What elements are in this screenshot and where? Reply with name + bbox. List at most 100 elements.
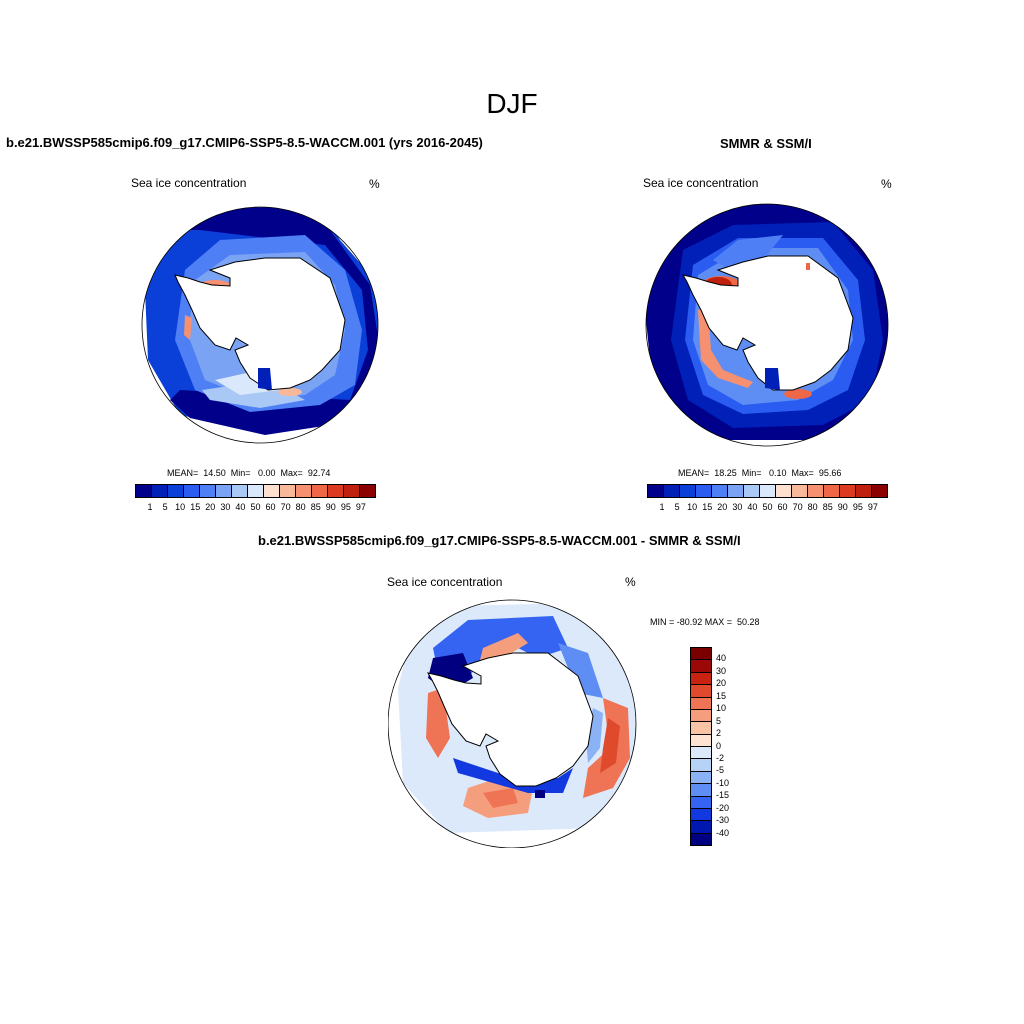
model-stats: MEAN= 14.50 Min= 0.00 Max= 92.74 bbox=[167, 468, 331, 478]
model-polar-map bbox=[141, 206, 379, 444]
colorbar-swatch bbox=[664, 485, 680, 497]
colorbar-tick-label: 10 bbox=[687, 502, 698, 512]
colorbar-swatch bbox=[264, 485, 280, 497]
colorbar-swatch bbox=[691, 808, 711, 822]
model-ross-blue bbox=[258, 368, 272, 390]
colorbar-tick-label: -5 bbox=[716, 765, 725, 776]
colorbar-swatch bbox=[216, 485, 232, 497]
colorbar-swatch bbox=[691, 672, 711, 686]
model-units-label: % bbox=[369, 177, 380, 191]
colorbar-tick-label: 30 bbox=[220, 502, 231, 512]
colorbar-swatch bbox=[691, 660, 711, 673]
obs-ice-weddell-blue bbox=[713, 235, 783, 272]
colorbar-tick-label: 90 bbox=[325, 502, 336, 512]
colorbar-swatch bbox=[136, 485, 152, 497]
figure-title: DJF bbox=[486, 88, 538, 119]
colorbar-tick-label: 5 bbox=[162, 502, 168, 512]
colorbar-tick-label: 1 bbox=[147, 502, 153, 512]
colorbar-swatch bbox=[728, 485, 744, 497]
diff-neg-dot bbox=[535, 790, 545, 798]
colorbar-swatch bbox=[328, 485, 344, 497]
colorbar-swatch bbox=[744, 485, 760, 497]
colorbar-tick-label: 50 bbox=[250, 502, 261, 512]
obs-stats: MEAN= 18.25 Min= 0.10 Max= 95.66 bbox=[678, 468, 842, 478]
obs-colorbar-ticks: 1 5 10 15 20 30 40 50 60 70 80 85 90 95 97 bbox=[647, 502, 888, 514]
obs-units-label: % bbox=[881, 177, 892, 191]
colorbar-tick-label: 85 bbox=[310, 502, 321, 512]
colorbar-swatch bbox=[691, 759, 711, 772]
colorbar-swatch bbox=[691, 709, 711, 723]
colorbar-tick-label: -10 bbox=[716, 777, 730, 788]
colorbar-swatch bbox=[691, 833, 711, 845]
model-antarctica bbox=[174, 257, 346, 391]
colorbar-swatch bbox=[691, 685, 711, 698]
colorbar-swatch bbox=[691, 747, 711, 760]
colorbar-tick-label: 10 bbox=[716, 703, 727, 714]
colorbar-swatch bbox=[776, 485, 792, 497]
colorbar-swatch bbox=[872, 485, 887, 497]
colorbar-tick-label: 40 bbox=[235, 502, 246, 512]
colorbar-swatch bbox=[680, 485, 696, 497]
colorbar-tick-label: -20 bbox=[716, 802, 730, 813]
colorbar-tick-label: 15 bbox=[702, 502, 713, 512]
colorbar-swatch bbox=[691, 821, 711, 834]
colorbar-tick-label: 5 bbox=[674, 502, 680, 512]
colorbar-tick-label: 40 bbox=[747, 502, 758, 512]
model-colorbar bbox=[135, 484, 376, 498]
colorbar-swatch bbox=[691, 796, 711, 809]
diff-panel-title: b.e21.BWSSP585cmip6.f09_g17.CMIP6-SSP5-8… bbox=[258, 533, 741, 548]
colorbar-swatch bbox=[691, 722, 711, 735]
obs-colorbar bbox=[647, 484, 888, 498]
colorbar-tick-label: -2 bbox=[716, 752, 725, 763]
colorbar-swatch bbox=[712, 485, 728, 497]
colorbar-tick-label: -40 bbox=[716, 827, 730, 838]
colorbar-swatch bbox=[696, 485, 712, 497]
diff-variable-label: Sea ice concentration bbox=[387, 575, 503, 589]
colorbar-swatch bbox=[152, 485, 168, 497]
diff-units-label: % bbox=[625, 575, 636, 589]
colorbar-tick-label: -30 bbox=[716, 815, 730, 826]
colorbar-tick-label: 10 bbox=[175, 502, 186, 512]
diff-neg-east bbox=[558, 643, 603, 698]
colorbar-tick-label: 70 bbox=[280, 502, 291, 512]
model-colorbar-ticks: 1 5 10 15 20 30 40 50 60 70 80 85 90 95 97 bbox=[135, 502, 376, 514]
colorbar-swatch bbox=[792, 485, 808, 497]
colorbar-tick-label: 70 bbox=[792, 502, 803, 512]
colorbar-tick-label: 20 bbox=[716, 678, 727, 689]
colorbar-swatch bbox=[232, 485, 248, 497]
diff-stats: MIN = -80.92 MAX = 50.28 bbox=[650, 617, 760, 627]
colorbar-tick-label: 1 bbox=[659, 502, 665, 512]
colorbar-tick-label: 80 bbox=[295, 502, 306, 512]
diff-neg-ross bbox=[453, 758, 573, 793]
colorbar-swatch bbox=[760, 485, 776, 497]
obs-red-dot bbox=[806, 263, 810, 270]
colorbar-tick-label: 85 bbox=[822, 502, 833, 512]
model-panel-title: b.e21.BWSSP585cmip6.f09_g17.CMIP6-SSP5-8… bbox=[6, 135, 483, 150]
obs-high-ice-amundsen bbox=[784, 389, 812, 399]
colorbar-swatch bbox=[691, 697, 711, 710]
colorbar-swatch bbox=[344, 485, 360, 497]
colorbar-swatch bbox=[824, 485, 840, 497]
colorbar-swatch bbox=[280, 485, 296, 497]
diff-pos-east bbox=[583, 698, 630, 798]
colorbar-tick-label: 20 bbox=[717, 502, 728, 512]
colorbar-swatch bbox=[248, 485, 264, 497]
colorbar-swatch bbox=[296, 485, 312, 497]
model-high-ice-amundsen bbox=[278, 388, 302, 396]
colorbar-tick-label: 30 bbox=[716, 665, 727, 676]
model-variable-label: Sea ice concentration bbox=[131, 176, 247, 190]
colorbar-tick-label: 5 bbox=[716, 715, 722, 726]
diff-pos-south-core bbox=[483, 788, 518, 808]
colorbar-tick-label: 20 bbox=[205, 502, 216, 512]
colorbar-tick-label: 15 bbox=[190, 502, 201, 512]
diff-colorbar-ticks: 40 30 20 15 10 5 2 0 -2 -5 -10 -15 -20 -30 -40 bbox=[716, 647, 756, 846]
colorbar-tick-label: 97 bbox=[867, 502, 878, 512]
colorbar-swatch bbox=[200, 485, 216, 497]
model-high-ice-peninsula bbox=[184, 315, 192, 340]
obs-variable-label: Sea ice concentration bbox=[643, 176, 759, 190]
colorbar-swatch bbox=[856, 485, 872, 497]
colorbar-tick-label: 60 bbox=[777, 502, 788, 512]
colorbar-tick-label: 50 bbox=[762, 502, 773, 512]
obs-polar-map bbox=[645, 203, 889, 447]
diff-polar-map bbox=[388, 599, 637, 848]
